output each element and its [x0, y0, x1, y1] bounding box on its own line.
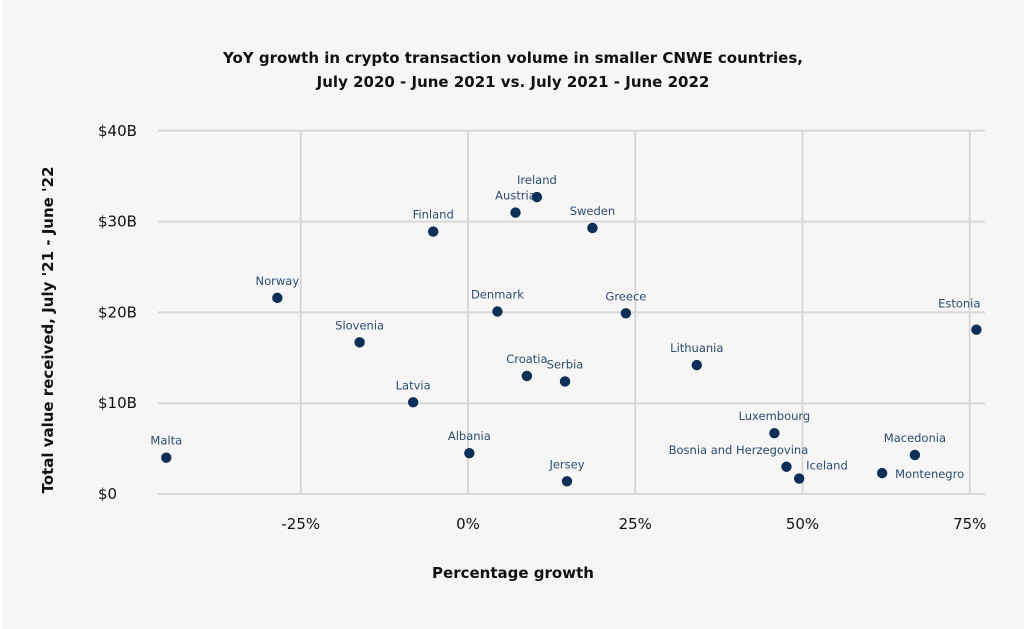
point-marker — [492, 306, 503, 317]
point-label: Serbia — [547, 357, 584, 371]
data-point-ireland: Ireland — [517, 173, 557, 203]
point-label: Latvia — [396, 378, 431, 392]
point-marker — [769, 427, 780, 439]
data-point-lithuania: Lithuania — [670, 341, 723, 371]
point-marker — [407, 397, 419, 408]
point-label: Greece — [605, 289, 646, 303]
point-marker — [354, 337, 365, 348]
point-label: Finland — [413, 208, 454, 222]
data-point-sweden: Sweden — [570, 204, 615, 234]
point-label: Slovenia — [335, 318, 384, 332]
x-tick-label: 75% — [953, 515, 986, 533]
data-point-norway: Norway — [256, 274, 300, 304]
point-marker — [531, 191, 543, 203]
point-label: Ireland — [517, 173, 557, 187]
data-point-iceland: Iceland — [793, 459, 848, 484]
x-tick-label: -25% — [281, 515, 320, 533]
point-marker — [587, 222, 598, 234]
point-marker — [909, 449, 921, 461]
x-gridlines — [299, 130, 971, 494]
y-tick-label: $20B — [98, 303, 137, 321]
data-point-latvia: Latvia — [396, 378, 431, 408]
point-label: Norway — [256, 274, 300, 288]
data-points: Malta Norway Slovenia Latvia Finland Albania D… — [150, 173, 982, 487]
point-label: Estonia — [938, 297, 980, 311]
point-marker — [510, 207, 521, 218]
point-label: Luxembourg — [739, 409, 811, 423]
data-point-malta: Malta — [150, 434, 182, 463]
data-point-greece: Greece — [605, 289, 646, 319]
point-label: Jersey — [548, 457, 584, 471]
y-tick-label: $40B — [98, 122, 137, 140]
point-marker — [272, 292, 283, 304]
chart-title-line-2: July 2020 - June 2021 vs. July 2021 - Ju… — [316, 73, 710, 91]
x-tick-labels: -25% 0% 25% 50% 75% — [281, 515, 986, 533]
point-marker — [561, 476, 573, 487]
x-tick-label: 50% — [786, 515, 819, 533]
x-tick-label: 0% — [456, 515, 480, 533]
chart-panel — [3, 0, 1024, 629]
point-marker — [781, 461, 792, 472]
data-point-finland: Finland — [413, 208, 454, 237]
data-point-croatia: Croatia — [506, 352, 548, 382]
data-point-montenegro: Montenegro — [876, 467, 964, 481]
point-label: Lithuania — [670, 341, 723, 355]
point-marker — [464, 447, 475, 459]
point-marker — [620, 308, 632, 319]
point-marker — [691, 359, 702, 371]
x-axis-label: Percentage growth — [432, 564, 594, 582]
point-marker — [428, 226, 439, 237]
data-point-austria: Austria — [495, 189, 536, 218]
y-tick-label: $30B — [98, 213, 137, 231]
y-tick-labels: $0 $10B $20B $30B $40B — [98, 122, 137, 503]
point-label: Denmark — [471, 287, 524, 301]
point-label: Croatia — [506, 352, 547, 366]
data-point-bosnia-and-herzegovina: Bosnia and Herzegovina — [669, 443, 809, 472]
data-point-denmark: Denmark — [471, 287, 524, 317]
data-point-serbia: Serbia — [547, 357, 584, 387]
point-label: Iceland — [806, 459, 848, 473]
point-label: Bosnia and Herzegovina — [669, 443, 809, 457]
point-marker — [793, 473, 805, 484]
data-point-macedonia: Macedonia — [884, 431, 946, 461]
y-axis-label: Total value received, July '21 - June '2… — [39, 166, 57, 493]
y-tick-label: $10B — [98, 394, 137, 412]
point-marker — [161, 452, 172, 463]
y-tick-label: $0 — [98, 485, 117, 503]
data-point-luxembourg: Luxembourg — [739, 409, 811, 439]
point-label: Sweden — [570, 204, 615, 218]
point-marker — [971, 324, 982, 335]
point-label: Austria — [495, 189, 536, 203]
chart-title-line-1: YoY growth in crypto transaction volume … — [222, 49, 803, 67]
data-point-slovenia: Slovenia — [335, 318, 384, 348]
point-label: Montenegro — [895, 467, 964, 481]
point-label: Albania — [448, 429, 491, 443]
point-label: Macedonia — [884, 431, 946, 445]
point-marker — [876, 467, 888, 479]
data-point-albania: Albania — [448, 429, 491, 459]
data-point-estonia: Estonia — [938, 297, 982, 335]
data-point-jersey: Jersey — [548, 457, 585, 487]
y-gridlines — [158, 129, 985, 495]
point-marker — [521, 370, 533, 382]
point-marker — [559, 376, 571, 387]
x-tick-label: 25% — [619, 515, 652, 533]
point-label: Malta — [150, 434, 182, 448]
